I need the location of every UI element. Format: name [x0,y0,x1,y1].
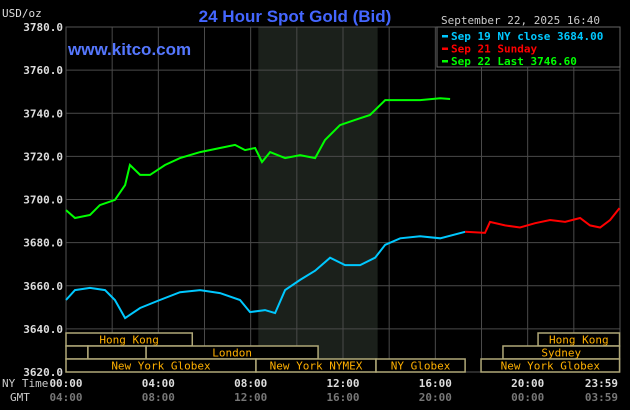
x-tick-label-ny: 08:00 [234,377,267,390]
x-tick-label-gmt: 08:00 [142,391,175,404]
legend-label: Sep 19 NY close 3684.00 [451,30,603,43]
x-tick-label-ny: 23:59 [585,377,618,390]
x-tick-label-gmt: 00:00 [511,391,544,404]
legend-label: Sep 22 Last 3746.60 [451,55,577,68]
legend-swatch [442,47,448,50]
x-tick-label-gmt: 12:00 [234,391,267,404]
x-tick-label-gmt: 20:00 [419,391,452,404]
gmt-label: GMT [10,391,30,404]
session-label: New York Globex [111,360,211,373]
x-tick-label-ny: 20:00 [511,377,544,390]
y-tick-label: 3620.0 [23,366,63,379]
y-tick-label: 3660.0 [23,280,63,293]
x-tick-label-gmt: 03:59 [585,391,618,404]
session-box [87,345,147,360]
session-box [480,358,621,373]
y-tick-label: 3720.0 [23,150,63,163]
session-label: Sydney [541,347,581,360]
session-box [375,358,466,373]
chart-title: 24 Hour Spot Gold (Bid) [199,7,392,26]
legend-swatch [442,60,448,63]
session-label: New York NYMEX [270,360,363,373]
session-label: Hong Kong [549,334,609,347]
y-tick-label: 3740.0 [23,107,63,120]
y-tick-label: 3760.0 [23,64,63,77]
x-tick-label-ny: 16:00 [419,377,452,390]
session-label: NY Globex [391,360,451,373]
session-label: Hong Kong [99,334,159,347]
session-label: London [212,347,252,360]
y-axis-unit: USD/oz [2,7,42,20]
session-box [65,345,89,360]
x-tick-label-gmt: 16:00 [326,391,359,404]
series-line-0 [65,230,466,320]
watermark-url: www.kitco.com [67,40,191,59]
y-tick-label: 3780.0 [23,21,63,34]
series-line-1 [465,207,621,234]
legend-label: Sep 21 Sunday [451,43,537,56]
session-label: New York Globex [501,360,601,373]
legend-swatch [442,35,448,38]
ny-time-label: NY Time [2,377,48,390]
x-tick-label-ny: 04:00 [142,377,175,390]
y-tick-label: 3700.0 [23,194,63,207]
x-tick-label-gmt: 04:00 [49,391,82,404]
timestamp: September 22, 2025 16:40 [441,14,600,27]
x-tick-label-ny: 00:00 [49,377,82,390]
x-tick-label-ny: 12:00 [326,377,359,390]
y-tick-label: 3680.0 [23,237,63,250]
y-tick-label: 3640.0 [23,323,63,336]
series-line-2 [65,97,451,220]
